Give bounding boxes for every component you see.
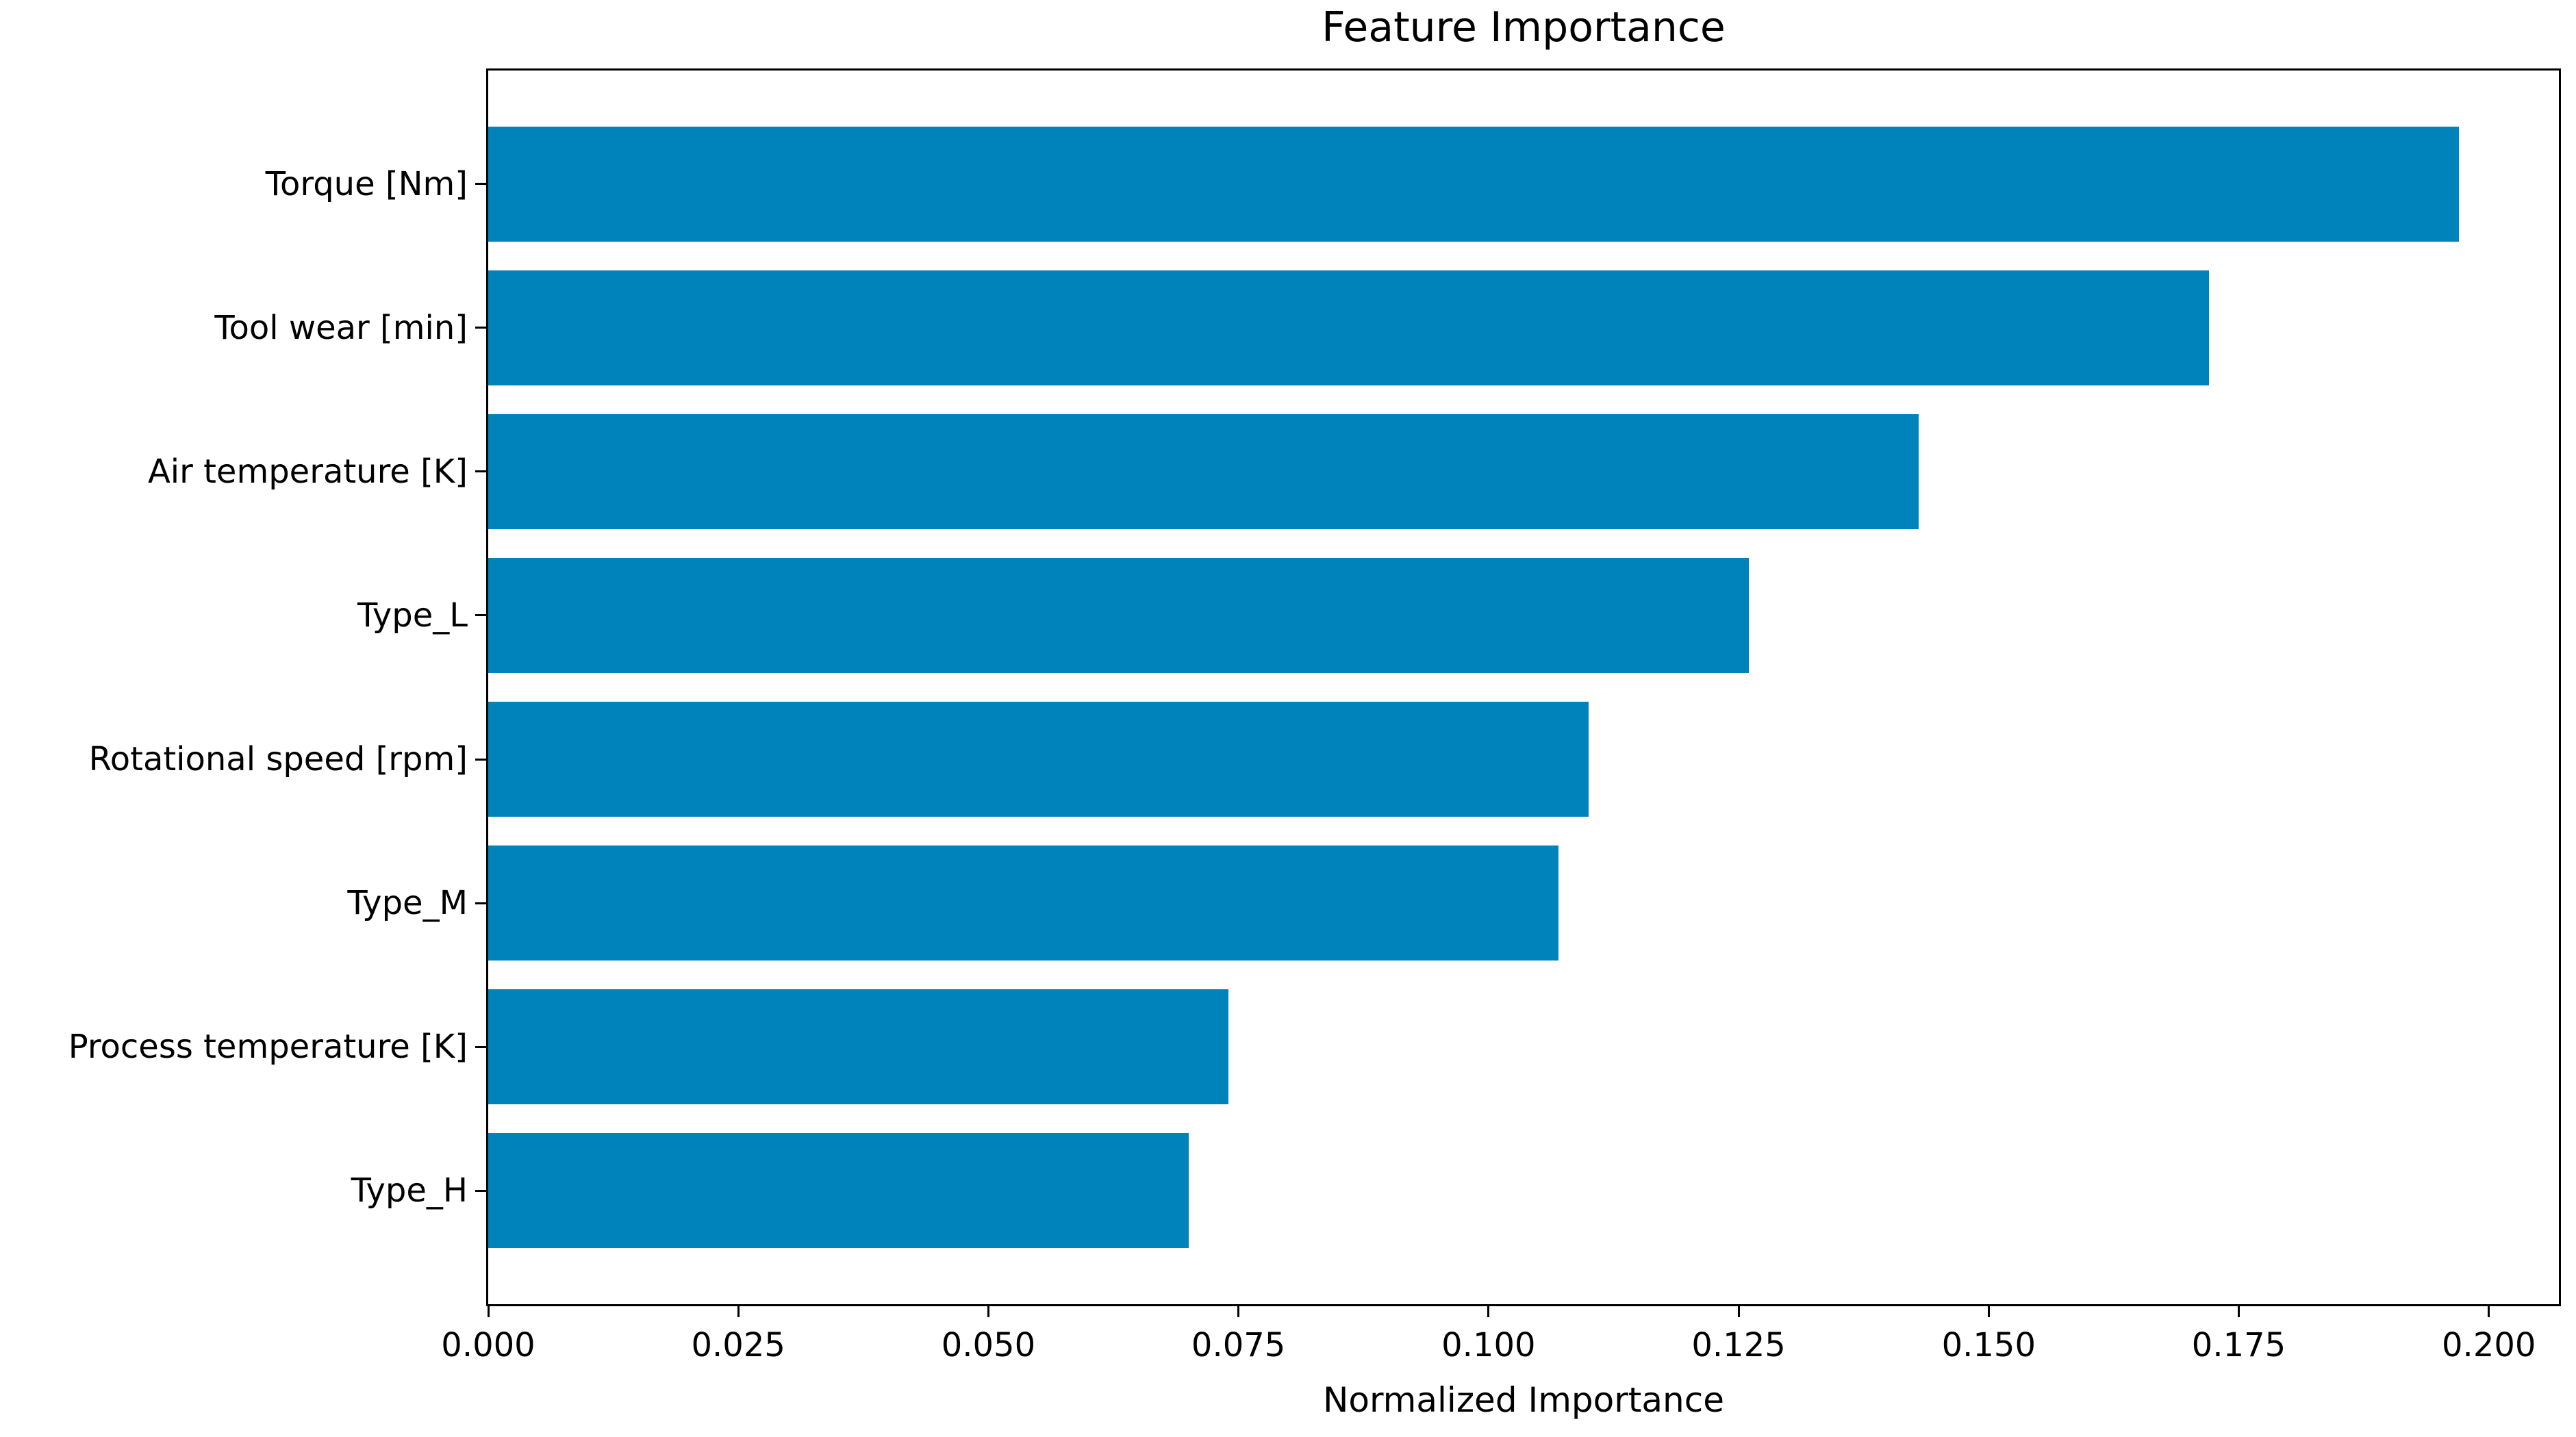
- x-tick: [2238, 1306, 2240, 1317]
- y-tick: [475, 470, 486, 473]
- y-tick-label-tool-wear-min: Tool wear [min]: [214, 308, 468, 347]
- y-tick: [475, 902, 486, 904]
- x-tick-label-0.125: 0.125: [1691, 1326, 1786, 1364]
- x-tick-label-0.000: 0.000: [441, 1326, 535, 1364]
- bar-air-temperature-k: [488, 414, 1919, 529]
- x-tick-label-0.175: 0.175: [2191, 1326, 2286, 1364]
- y-tick: [475, 1189, 486, 1192]
- x-tick-label-0.150: 0.150: [1941, 1326, 2036, 1364]
- plot-area: Torque [Nm] Tool wear [min] Air temperatur…: [68, 68, 2561, 1364]
- bar-process-temperature-k: [488, 989, 1229, 1105]
- x-tick: [737, 1306, 740, 1317]
- bar-type-m: [488, 845, 1559, 961]
- x-tick: [987, 1306, 989, 1317]
- x-tick: [1237, 1306, 1240, 1317]
- y-tick: [475, 614, 486, 617]
- x-tick-label-0.050: 0.050: [941, 1326, 1036, 1364]
- y-tick-label-type-h: Type_H: [351, 1171, 468, 1210]
- bar-type-h: [488, 1133, 1189, 1249]
- x-tick: [487, 1306, 490, 1317]
- y-tick-label-air-temperature-k: Air temperature [K]: [147, 452, 468, 491]
- bar-rotational-speed-rpm: [488, 702, 1589, 817]
- y-tick: [475, 758, 486, 761]
- x-tick: [1737, 1306, 1740, 1317]
- bar-type-l: [488, 557, 1749, 673]
- y-tick: [475, 183, 486, 186]
- y-tick-label-process-temperature-k: Process temperature [K]: [68, 1028, 468, 1067]
- y-tick: [475, 1045, 486, 1048]
- x-tick-label-0.075: 0.075: [1191, 1326, 1286, 1364]
- x-tick: [1987, 1306, 1990, 1317]
- bar-tool-wear-min: [488, 270, 2209, 385]
- x-axis-label: Normalized Importance: [1323, 1380, 1724, 1420]
- chart-title: Feature Importance: [1322, 3, 1726, 51]
- y-tick-label-type-l: Type_L: [357, 596, 468, 635]
- x-tick-label-0.025: 0.025: [691, 1326, 785, 1364]
- x-tick-label-0.100: 0.100: [1441, 1326, 1536, 1364]
- y-tick-label-type-m: Type_M: [347, 884, 468, 923]
- y-tick: [475, 327, 486, 329]
- x-tick-label-0.200: 0.200: [2442, 1326, 2536, 1364]
- bar-torque-nm: [488, 126, 2459, 242]
- y-tick-label-torque-nm: Torque [Nm]: [265, 164, 468, 203]
- x-tick: [1487, 1306, 1490, 1317]
- y-tick-label-rotational-speed-rpm: Rotational speed [rpm]: [88, 740, 468, 778]
- x-tick: [2488, 1306, 2490, 1317]
